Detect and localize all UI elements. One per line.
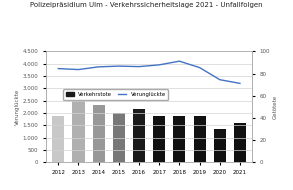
Bar [72,101,84,162]
Bar [93,105,105,162]
Y-axis label: Getötete: Getötete [273,95,278,119]
Bar [173,116,185,162]
Text: Polizeipräsidium Ulm - Verkehrssicherheitslage 2021 - Unfallfolgen: Polizeipräsidium Ulm - Verkehrssicherhei… [30,2,263,8]
Bar [52,116,64,162]
Y-axis label: Verunglückte: Verunglückte [15,89,20,125]
Bar [133,109,145,162]
Bar [214,129,226,162]
Bar [234,124,246,162]
Bar [194,116,206,162]
Legend: Verkehrstote, Verunglückte: Verkehrstote, Verunglückte [63,89,168,100]
Bar [113,113,125,162]
Bar [153,116,165,162]
